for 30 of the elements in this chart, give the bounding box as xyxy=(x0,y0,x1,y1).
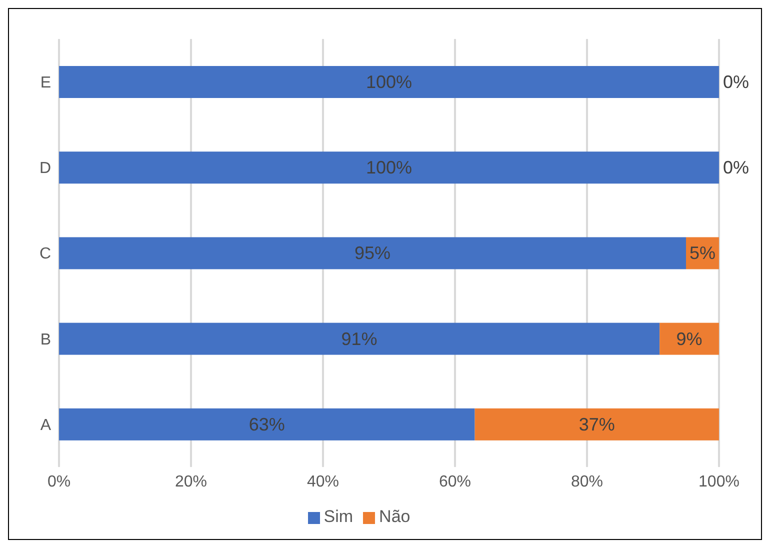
data-label: 100% xyxy=(366,158,412,178)
x-tick-label: 60% xyxy=(438,473,472,490)
legend-label: Sim xyxy=(324,507,354,526)
data-label: 0% xyxy=(723,158,750,178)
y-tick-label: B xyxy=(40,331,51,348)
bar xyxy=(59,237,686,270)
y-tick-label: E xyxy=(40,74,51,92)
data-label: 5% xyxy=(689,243,716,264)
x-tick-label: 40% xyxy=(306,473,340,490)
bar xyxy=(59,152,719,184)
bar xyxy=(474,408,719,440)
data-label: 9% xyxy=(676,328,702,349)
data-label: 91% xyxy=(341,328,378,349)
y-tick-label: C xyxy=(39,246,51,263)
bar xyxy=(59,322,660,355)
data-label: 0% xyxy=(723,72,750,92)
data-label: 100% xyxy=(366,72,412,92)
data-label: 95% xyxy=(354,243,391,264)
x-tick-label: 0% xyxy=(47,473,71,490)
y-tick-label: D xyxy=(39,160,51,178)
x-tick-label: 100% xyxy=(698,473,740,490)
bar xyxy=(59,66,719,98)
legend-label: Não xyxy=(379,507,410,526)
bar xyxy=(660,322,719,355)
y-tick-label: A xyxy=(40,416,52,434)
data-label: 63% xyxy=(248,414,285,434)
x-tick-label: 20% xyxy=(174,473,208,490)
bar xyxy=(59,408,475,440)
x-tick-label: 80% xyxy=(570,473,604,490)
data-label: 37% xyxy=(578,414,615,434)
